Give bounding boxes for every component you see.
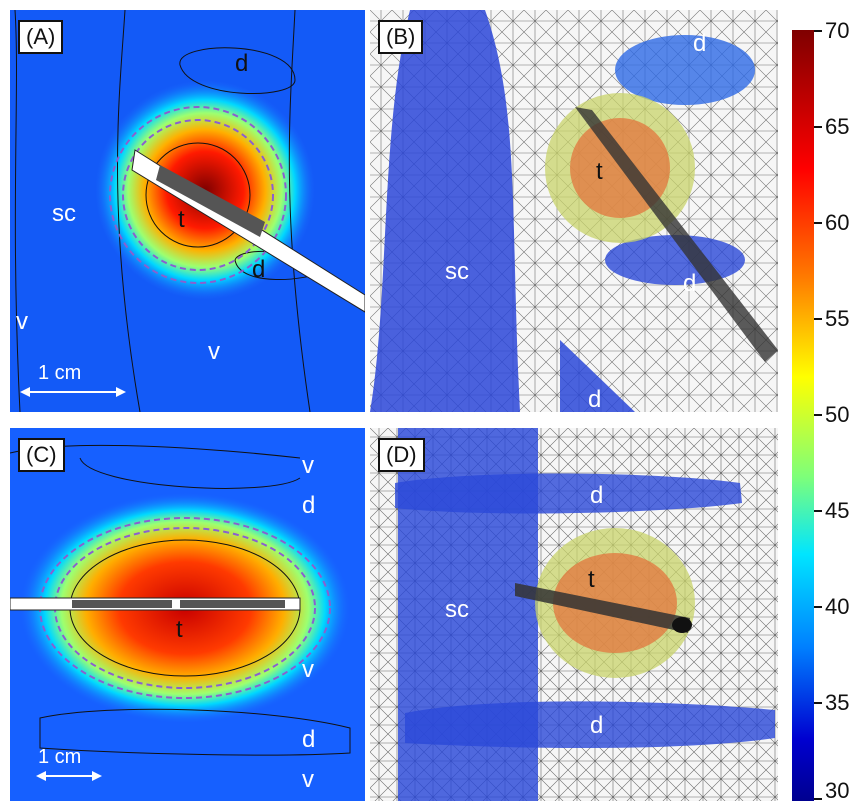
panel-d: (D) d sc t d <box>370 428 778 801</box>
label-d: d <box>590 482 604 509</box>
panel-c-heatmap <box>10 428 365 801</box>
panel-c: (C) v d t v d v 1 cm <box>10 428 365 801</box>
label-sc: sc <box>52 200 76 227</box>
colorbar-tick <box>814 30 822 32</box>
label-d: d <box>252 256 266 283</box>
colorbar-tick-label: 40 <box>825 594 850 619</box>
label-t: t <box>176 616 183 643</box>
label-v: v <box>302 452 314 479</box>
label-d: d <box>590 712 604 739</box>
scale-label: 1 cm <box>38 362 82 384</box>
colorbar-tick <box>814 222 822 224</box>
label-sc: sc <box>445 258 469 285</box>
colorbar-tick <box>814 510 822 512</box>
colorbar-tick-label: 45 <box>825 498 850 523</box>
colorbar-tick <box>814 606 822 608</box>
label-sc: sc <box>445 596 469 623</box>
scale-arrow-icon <box>20 387 126 397</box>
label-t: t <box>178 206 185 233</box>
colorbar-tick-label: 35 <box>825 690 850 715</box>
label-v: v <box>302 656 314 683</box>
panel-c-label: (C) <box>18 438 65 472</box>
colorbar-tick <box>814 318 822 320</box>
colorbar-tick <box>814 414 822 416</box>
panel-d-render <box>370 428 778 801</box>
panel-a-label: (A) <box>18 20 64 54</box>
panel-b-label: (B) <box>378 20 424 54</box>
scale-label: 1 cm <box>38 746 82 768</box>
colorbar-tick <box>814 126 822 128</box>
label-d: d <box>693 30 707 57</box>
label-v: v <box>302 766 314 793</box>
colorbar-tick-label: 55 <box>825 306 850 331</box>
panel-a: (A) d sc t d v v 1 cm <box>10 10 365 412</box>
label-v: v <box>16 308 28 335</box>
label-d: d <box>302 726 316 753</box>
colorbar-tick <box>814 798 822 800</box>
colorbar-tick-label: 30 <box>825 778 850 803</box>
label-d: d <box>683 270 697 297</box>
panel-a-heatmap <box>10 10 365 412</box>
colorbar-tick <box>814 702 822 704</box>
label-t: t <box>588 566 595 593</box>
panel-d-label: (D) <box>378 438 425 472</box>
label-v: v <box>208 338 220 365</box>
label-t: t <box>596 158 603 185</box>
label-d: d <box>588 386 602 412</box>
panel-b-render <box>370 10 778 412</box>
colorbar-tick-label: 65 <box>825 114 850 139</box>
label-d: d <box>235 50 249 77</box>
colorbar-tick-label: 60 <box>825 210 850 235</box>
panel-b: (B) d t sc d d <box>370 10 778 412</box>
scale-arrow-icon <box>36 771 102 781</box>
colorbar-tick-label: 50 <box>825 402 850 427</box>
colorbar <box>792 30 814 801</box>
colorbar-tick-label: 70 <box>825 18 850 43</box>
label-d: d <box>302 492 316 519</box>
